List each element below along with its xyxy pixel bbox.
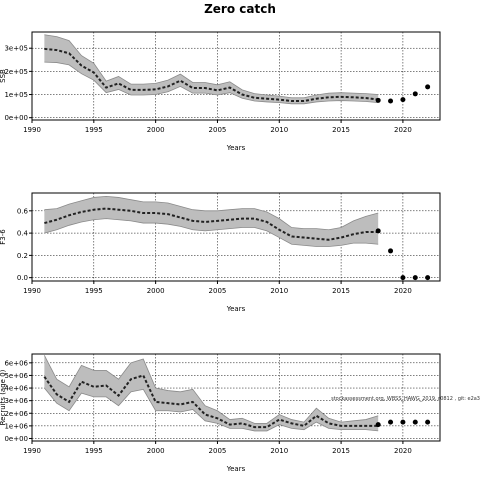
x-tick-label: 2020 xyxy=(394,126,412,134)
x-tick-label: 1990 xyxy=(23,447,41,455)
x-tick-label: 2015 xyxy=(332,287,350,295)
x-tick-label: 1995 xyxy=(85,126,103,134)
plot-frame xyxy=(31,31,441,121)
y-tick-label: 4e+06 xyxy=(4,385,28,393)
y-tick-label: 2e+06 xyxy=(4,410,28,418)
x-axis-label: Years xyxy=(226,465,246,473)
x-tick-label: 2015 xyxy=(332,126,350,134)
x-tick-label: 2000 xyxy=(147,287,165,295)
forecast-point xyxy=(425,419,431,425)
confidence-upper-line xyxy=(44,195,379,231)
confidence-band xyxy=(44,355,379,431)
x-tick-label: 2005 xyxy=(209,447,227,455)
plot-frame xyxy=(31,353,441,442)
source-annotation: stockassessment.org, WBSS_HAWG_2019, r08… xyxy=(331,396,480,402)
forecast-point xyxy=(412,275,418,281)
confidence-band xyxy=(44,34,379,104)
forecast-point xyxy=(375,422,381,428)
x-tick-label: 2005 xyxy=(209,126,227,134)
y-tick-label: 0e+00 xyxy=(4,435,28,443)
forecast-point xyxy=(400,419,406,425)
forecast-point xyxy=(375,97,381,103)
x-axis-label: Years xyxy=(226,144,246,152)
estimate-line xyxy=(44,207,379,241)
x-tick-label: 2010 xyxy=(270,126,288,134)
y-tick-label: 0.0 xyxy=(17,274,28,282)
x-tick-label: 2005 xyxy=(209,287,227,295)
x-tick-label: 2000 xyxy=(147,126,165,134)
y-axis-label: Recruits (age 0) xyxy=(0,369,7,425)
confidence-lower-line xyxy=(44,61,379,105)
x-axis-label: Years xyxy=(226,305,246,313)
x-tick-label: 2020 xyxy=(394,287,412,295)
y-tick-label: 2e+05 xyxy=(4,68,28,76)
forecast-point xyxy=(412,91,418,97)
x-tick-label: 2015 xyxy=(332,447,350,455)
x-tick-label: 2010 xyxy=(270,447,288,455)
forecast-point xyxy=(388,248,394,254)
x-tick-label: 2000 xyxy=(147,447,165,455)
y-tick-label: 0e+00 xyxy=(4,114,28,122)
confidence-upper-line xyxy=(44,34,379,99)
y-tick-label: 0.6 xyxy=(17,207,29,215)
confidence-lower-line xyxy=(44,387,379,432)
y-tick-label: 0.4 xyxy=(17,230,29,238)
panel-f: 1990 1995 2000 2005 2010 2015 2020 0.0 0.2 0.4 0.6… xyxy=(0,192,441,313)
x-tick-label: 1995 xyxy=(85,287,103,295)
y-tick-label: 1e+06 xyxy=(4,422,28,430)
forecast-point xyxy=(400,97,406,103)
confidence-lower-line xyxy=(44,218,379,247)
estimate-line xyxy=(43,374,379,429)
figure-title: Zero catch xyxy=(204,2,276,16)
y-tick-label: 3e+05 xyxy=(4,45,28,53)
plot-frame xyxy=(31,192,441,282)
x-tick-label: 2020 xyxy=(394,447,412,455)
y-tick-label: 5e+06 xyxy=(4,372,28,380)
x-tick-label: 1990 xyxy=(23,126,41,134)
forecast-point xyxy=(425,275,431,281)
panels: 1990 1995 2000 2005 2010 2015 2020 0e+00 1e+05 2e… xyxy=(0,31,480,473)
panel-ssb: 1990 1995 2000 2005 2010 2015 2020 0e+00 1e+05 2e… xyxy=(0,31,441,152)
y-tick-label: 6e+06 xyxy=(4,359,28,367)
y-axis-label: F3-6 xyxy=(0,229,7,245)
x-tick-label: 2010 xyxy=(270,287,288,295)
estimate-line xyxy=(44,47,379,103)
y-tick-label: 3e+06 xyxy=(4,397,28,405)
y-axis-label: SSB xyxy=(0,69,7,83)
forecast-point xyxy=(388,98,394,104)
panel-rec: 1990 1995 2000 2005 2010 2015 2020 0e+00 1e+06 2e… xyxy=(0,353,480,473)
x-tick-label: 1995 xyxy=(85,447,103,455)
confidence-upper-line xyxy=(44,355,379,424)
forecast-point xyxy=(375,228,381,234)
y-tick-label: 1e+05 xyxy=(4,91,28,99)
forecast-point xyxy=(425,84,431,90)
forecast-point xyxy=(400,275,406,281)
y-tick-label: 0.2 xyxy=(17,252,28,260)
forecast-point xyxy=(412,419,418,425)
x-tick-label: 1990 xyxy=(23,287,41,295)
forecast-point xyxy=(388,419,394,425)
